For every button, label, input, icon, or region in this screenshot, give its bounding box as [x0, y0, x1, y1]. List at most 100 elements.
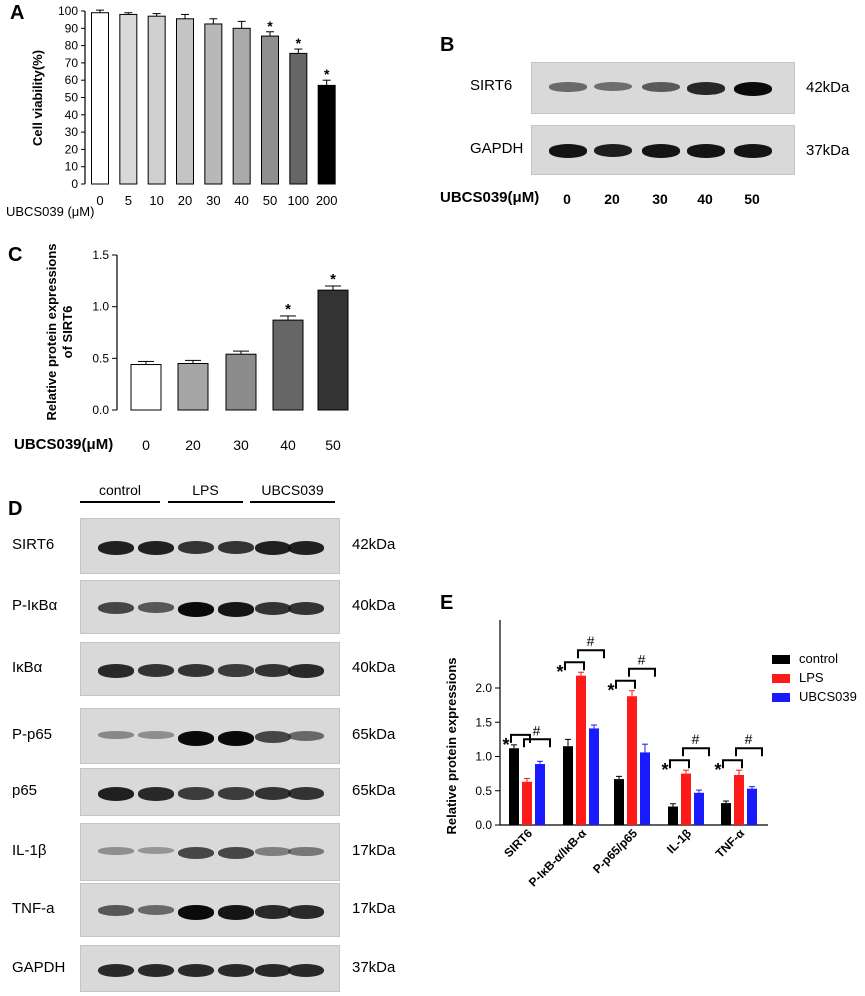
panel-d-group-label: LPS: [192, 482, 219, 498]
panel-d-band: [98, 905, 134, 916]
panel-a-ytick-label: 10: [65, 160, 79, 174]
panel-e-bracket-star: [615, 679, 636, 689]
panel-a-ytick-label: 80: [65, 39, 79, 53]
panel-d-band: [255, 905, 291, 919]
panel-d-group-bracket: [250, 501, 335, 503]
panel-b-row-label: GAPDH: [470, 140, 524, 157]
panel-d-kda-label: 65kDa: [352, 782, 396, 799]
panel-b-band: [734, 82, 772, 96]
panel-d-row-label: p65: [12, 782, 38, 799]
panel-e-significance-hash: #: [745, 731, 753, 747]
panel-c-xtick-label: 40: [280, 437, 296, 453]
panel-d-band: [98, 664, 134, 678]
panel-b-band: [549, 144, 587, 158]
panel-d-blot-strip: [80, 642, 340, 696]
panel-d-band: [178, 847, 214, 859]
panel-e-bar: [589, 728, 599, 825]
panel-c-svg: 0.0 0.5 1.0 1.5 Relative protein expressions…: [44, 243, 349, 453]
panel-b-kda-label: 37kDa: [806, 142, 850, 159]
panel-e-bar: [734, 774, 744, 825]
panel-c-xtick-label: 30: [233, 437, 249, 453]
panel-e-significance-star: *: [556, 662, 563, 682]
panel-d-kda-label: 37kDa: [352, 958, 396, 976]
panel-b-band: [687, 82, 725, 95]
panel-d-blot-strip: [80, 768, 340, 816]
panel-e-significance-hash: #: [533, 722, 541, 738]
panel-e-bracket-hash: [577, 649, 605, 659]
panel-e-legend-swatch: [772, 655, 790, 664]
panel-d-band: [138, 664, 174, 677]
panel-a-significance: *: [324, 66, 330, 82]
panel-b-lane-label: 30: [652, 191, 668, 207]
panel-e-legend-swatch: [772, 674, 790, 683]
panel-d-band: [218, 731, 254, 746]
panel-d-band: [138, 847, 174, 854]
panel-c-xtick-label: 20: [185, 437, 201, 453]
panel-e-ytick-label: 2.0: [475, 681, 492, 695]
panel-e-significance-hash: #: [692, 731, 700, 747]
panel-d-kda-label: 17kDa: [352, 900, 396, 917]
panel-e-ytick-label: 0.5: [475, 784, 492, 798]
panel-b-band: [594, 82, 632, 92]
panel-e-legend-label: LPS: [799, 670, 824, 685]
panel-d-band: [288, 664, 324, 678]
panel-a-xtick-label: 100: [287, 193, 309, 208]
panel-a-xtick-label: 5: [125, 193, 132, 208]
panel-d-blot-strip: [80, 580, 340, 634]
panel-c-significance: *: [285, 301, 291, 318]
panel-c-xtick-label: 50: [325, 437, 341, 453]
panel-c-ylabel-line2: of SIRT6: [60, 306, 75, 359]
panel-a-ytick-label: 70: [65, 56, 79, 70]
panel-e-bracket-hash: [735, 747, 763, 757]
panel-b-band: [734, 144, 772, 158]
panel-e-legend-label: UBCS039: [799, 689, 857, 704]
panel-d-band: [138, 602, 174, 613]
panel-e-bar: [694, 792, 704, 825]
panel-d-blot-strip: [80, 883, 340, 937]
panel-e-bracket-star: [669, 759, 690, 769]
panel-c-ylabel-line1: Relative protein expressions: [44, 243, 59, 420]
panel-b-band: [642, 82, 680, 93]
panel-d-band: [255, 847, 291, 856]
panel-e-bracket-star: [564, 661, 585, 671]
panel-d-band: [288, 963, 324, 977]
panel-e-bracket-star: [722, 759, 743, 769]
panel-c-xaxis-label: UBCS039(μM): [14, 436, 114, 453]
panel-d-band: [178, 731, 214, 746]
panel-e-bar: [747, 788, 757, 825]
panel-b-lane-label: 40: [697, 191, 713, 207]
panel-e-bar: [522, 781, 532, 825]
panel-a-ytick-label: 60: [65, 73, 79, 87]
panel-d-band: [138, 963, 174, 977]
panel-d-band: [218, 787, 254, 800]
panel-e-bar: [509, 748, 519, 825]
panel-d-band: [138, 731, 174, 739]
panel-d-band: [218, 905, 254, 920]
panel-d-band: [288, 787, 324, 800]
panel-d-band: [178, 905, 214, 920]
panel-d-band: [255, 541, 291, 555]
panel-b-kda-label: 42kDa: [806, 79, 850, 96]
panel-a-xtick-label: 40: [234, 193, 248, 208]
panel-c-ytick-label: 0.5: [92, 351, 109, 365]
panel-e-ytick-label: 1.0: [475, 750, 492, 764]
panel-a-xtick-label: 30: [206, 193, 220, 208]
panel-d-band: [98, 602, 134, 614]
panel-d-band: [288, 541, 324, 555]
panel-e-significance-star: *: [661, 760, 668, 780]
panel-d-group-bracket: [168, 501, 243, 503]
panel-a-ytick-label: 30: [65, 125, 79, 139]
panel-d-row-label: IκBα: [12, 659, 43, 676]
panel-a-significance: *: [267, 18, 273, 34]
panel-d-kda-label: 65kDa: [352, 726, 396, 743]
panel-d-band: [98, 731, 134, 739]
panel-b-lane-label: 0: [563, 191, 571, 207]
panel-d-band: [138, 905, 174, 915]
panel-d-band: [98, 787, 134, 801]
panel-a-xtick-label: 10: [149, 193, 163, 208]
panel-a-svg: 0 10 20 30 40 50 60 70 80 90 100 Cell viability(%) 0…: [30, 4, 338, 208]
panel-b-band: [642, 144, 680, 158]
panel-a-ytick-label: 100: [58, 4, 78, 18]
panel-e-bar: [668, 806, 678, 825]
panel-d-group-bracket: [80, 501, 160, 503]
